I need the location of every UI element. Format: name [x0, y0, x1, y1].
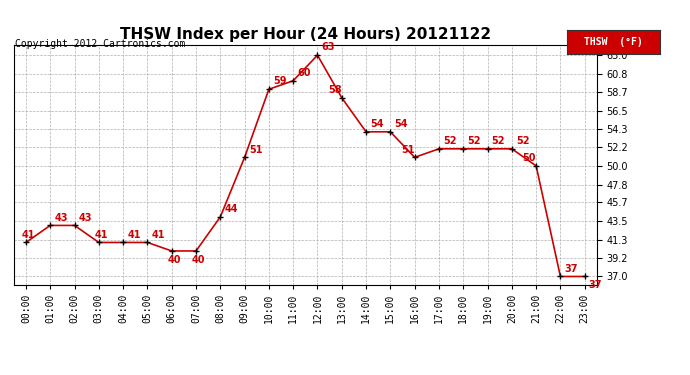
Text: 43: 43: [79, 213, 92, 223]
Text: 59: 59: [273, 76, 286, 87]
Text: 40: 40: [192, 255, 206, 265]
Title: THSW Index per Hour (24 Hours) 20121122: THSW Index per Hour (24 Hours) 20121122: [120, 27, 491, 42]
Text: 40: 40: [168, 255, 181, 265]
Text: 43: 43: [55, 213, 68, 223]
Text: 63: 63: [322, 42, 335, 52]
Text: THSW  (°F): THSW (°F): [584, 37, 643, 47]
Text: 50: 50: [522, 153, 535, 163]
Text: 37: 37: [589, 280, 602, 290]
Text: 60: 60: [297, 68, 310, 78]
Text: Copyright 2012 Cartronics.com: Copyright 2012 Cartronics.com: [15, 39, 186, 50]
Text: 52: 52: [443, 136, 457, 146]
Text: 41: 41: [22, 230, 35, 240]
Text: 37: 37: [564, 264, 578, 274]
Text: 51: 51: [401, 145, 414, 154]
Text: 44: 44: [224, 204, 238, 214]
Text: 52: 52: [516, 136, 529, 146]
Text: 54: 54: [371, 119, 384, 129]
Text: 54: 54: [395, 119, 408, 129]
Text: 58: 58: [328, 85, 342, 95]
Text: 41: 41: [95, 230, 108, 240]
Text: 51: 51: [249, 145, 262, 154]
Text: 41: 41: [127, 230, 141, 240]
Text: 52: 52: [467, 136, 481, 146]
Text: 52: 52: [492, 136, 505, 146]
Text: 41: 41: [152, 230, 165, 240]
